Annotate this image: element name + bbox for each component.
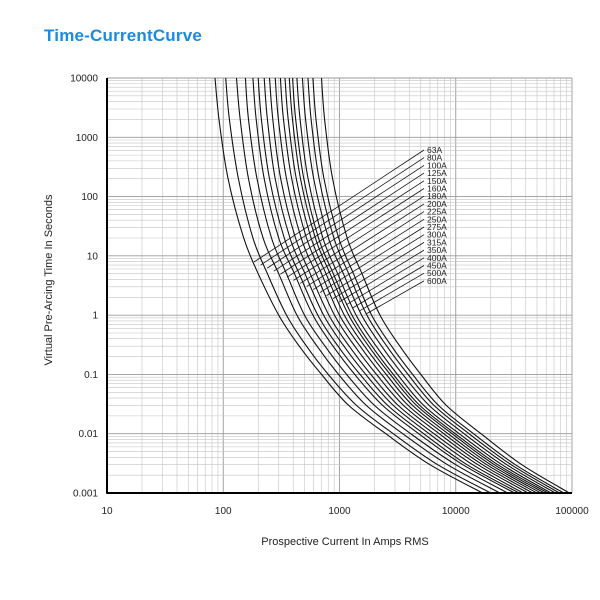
legend-leader-275A bbox=[319, 226, 425, 293]
axes: 10 100 1000 10000 100000 0.001 0.01 0.1 1 10 100 10… bbox=[70, 74, 589, 518]
legend-leader-400A bbox=[346, 257, 425, 306]
series-line-450A bbox=[307, 77, 560, 494]
y-tick-label: 1000 bbox=[76, 133, 99, 144]
grid bbox=[106, 77, 573, 494]
legend-leader-100A bbox=[266, 165, 425, 269]
legend-leader-500A bbox=[359, 272, 425, 312]
x-tick-label: 10000 bbox=[442, 506, 470, 517]
series-line-400A bbox=[301, 77, 556, 494]
series-line-500A bbox=[312, 77, 565, 494]
series-line-600A bbox=[320, 77, 570, 494]
y-tick-label: 100 bbox=[81, 192, 98, 203]
curves bbox=[214, 77, 570, 494]
x-tick-label: 100 bbox=[215, 506, 232, 517]
x-tick-label: 1000 bbox=[328, 506, 351, 517]
series-line-150A bbox=[252, 77, 515, 494]
series-line-250A bbox=[279, 77, 538, 494]
series-line-275A bbox=[284, 77, 542, 494]
series-line-80A bbox=[225, 77, 491, 494]
legend-leaders bbox=[253, 149, 425, 315]
series-line-315A bbox=[292, 77, 549, 494]
series-line-350A bbox=[296, 77, 552, 494]
legend-leader-250A bbox=[313, 218, 425, 290]
legend-label-160A: 160A bbox=[427, 184, 447, 194]
legend-label-180A: 180A bbox=[427, 191, 447, 201]
chart-title: Time-CurrentCurve bbox=[44, 26, 203, 45]
legend-leader-160A bbox=[286, 188, 425, 278]
legend-label-600A: 600A bbox=[427, 276, 447, 286]
legend-leader-225A bbox=[306, 211, 425, 287]
legend-leader-300A bbox=[326, 234, 425, 296]
legend-leader-150A bbox=[280, 180, 425, 275]
legend-leader-450A bbox=[352, 265, 425, 309]
legend-label-80A: 80A bbox=[427, 153, 442, 163]
legend-label-450A: 450A bbox=[427, 261, 447, 271]
legend-label-350A: 350A bbox=[427, 245, 447, 255]
legend-label-125A: 125A bbox=[427, 168, 447, 178]
legend-label-315A: 315A bbox=[427, 237, 447, 247]
y-axis-title: Virtual Pre-Arcing Time In Seconds bbox=[43, 194, 55, 365]
legend-leader-350A bbox=[339, 249, 425, 303]
series-line-100A bbox=[235, 77, 501, 494]
legend-label-200A: 200A bbox=[427, 199, 447, 209]
legend-label-400A: 400A bbox=[427, 253, 447, 263]
y-tick-label: 1 bbox=[92, 311, 98, 322]
legend-label-250A: 250A bbox=[427, 214, 447, 224]
series-line-225A bbox=[274, 77, 534, 494]
y-tick-label: 0.01 bbox=[79, 429, 99, 440]
legend-label-500A: 500A bbox=[427, 268, 447, 278]
series-line-300A bbox=[288, 77, 545, 494]
legend-label-63A: 63A bbox=[427, 145, 442, 155]
legend-label-100A: 100A bbox=[427, 160, 447, 170]
legend-leader-63A bbox=[253, 149, 425, 263]
legend-leader-180A bbox=[293, 195, 425, 281]
series-line-180A bbox=[263, 77, 524, 494]
y-tick-label: 10000 bbox=[70, 74, 98, 85]
x-axis-title: Prospective Current In Amps RMS bbox=[261, 536, 429, 548]
legend-leader-600A bbox=[365, 280, 425, 315]
series-line-160A bbox=[257, 77, 520, 494]
y-tick-label: 0.001 bbox=[73, 489, 98, 500]
legend-label-300A: 300A bbox=[427, 230, 447, 240]
x-tick-label: 100000 bbox=[555, 506, 589, 517]
legend-leader-315A bbox=[332, 242, 425, 300]
series-line-63A bbox=[214, 77, 483, 494]
legend-label-150A: 150A bbox=[427, 176, 447, 186]
legend-label-225A: 225A bbox=[427, 207, 447, 217]
legend-leader-80A bbox=[260, 157, 425, 266]
legend-label-275A: 275A bbox=[427, 222, 447, 232]
legend: 63A80A100A125A150A160A180A200A225A250A27… bbox=[427, 145, 447, 286]
y-tick-label: 0.1 bbox=[84, 370, 98, 381]
series-line-125A bbox=[244, 77, 508, 494]
legend-leader-200A bbox=[299, 203, 425, 284]
x-tick-label: 10 bbox=[101, 506, 113, 517]
y-tick-label: 10 bbox=[87, 251, 99, 262]
series-line-200A bbox=[268, 77, 529, 494]
legend-leader-125A bbox=[273, 172, 425, 272]
